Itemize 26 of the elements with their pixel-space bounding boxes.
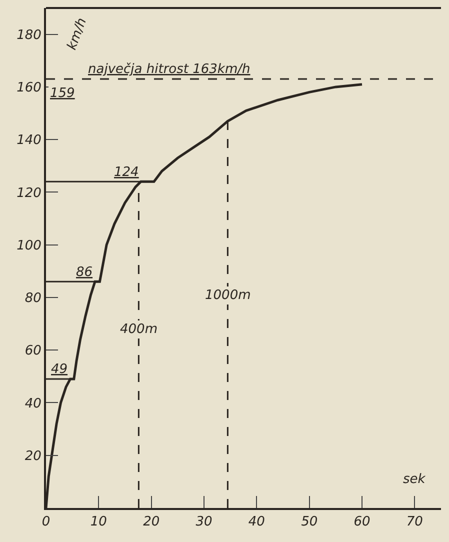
y-axis-title: km/h [64, 16, 90, 52]
x-tick-label: 50 [301, 514, 318, 530]
x-tick-label: 60 [354, 514, 370, 530]
y-tick-label: 160 [16, 80, 42, 96]
y-tick-label: 20 [24, 448, 42, 464]
x-tick-label: 0 [42, 514, 50, 530]
y-tick-label: 60 [24, 344, 42, 359]
annotation: 159 [50, 86, 75, 101]
annotation: 49 [51, 362, 68, 377]
y-tick-label: 100 [16, 238, 42, 254]
y-tick-label: 120 [16, 186, 42, 201]
x-tick-label: 10 [90, 514, 107, 530]
y-tick-label: 40 [24, 396, 42, 412]
y-tick-label: 140 [16, 133, 42, 148]
ref-line-label: 400m [120, 322, 158, 337]
annotation: 124 [114, 165, 139, 180]
annotation: 86 [76, 265, 93, 280]
y-tick-label: 180 [16, 28, 42, 43]
y-tick-label: 80 [24, 291, 42, 306]
x-tick-label: 40 [248, 514, 265, 530]
ref-line-label: 1000m [205, 288, 251, 303]
x-tick-label: 70 [406, 514, 423, 530]
x-axis-title: sek [403, 472, 426, 487]
x-tick-label: 20 [143, 514, 160, 530]
x-tick-label: 30 [196, 514, 212, 530]
ref-line-label: največja hitrost 163km/h [88, 62, 250, 77]
